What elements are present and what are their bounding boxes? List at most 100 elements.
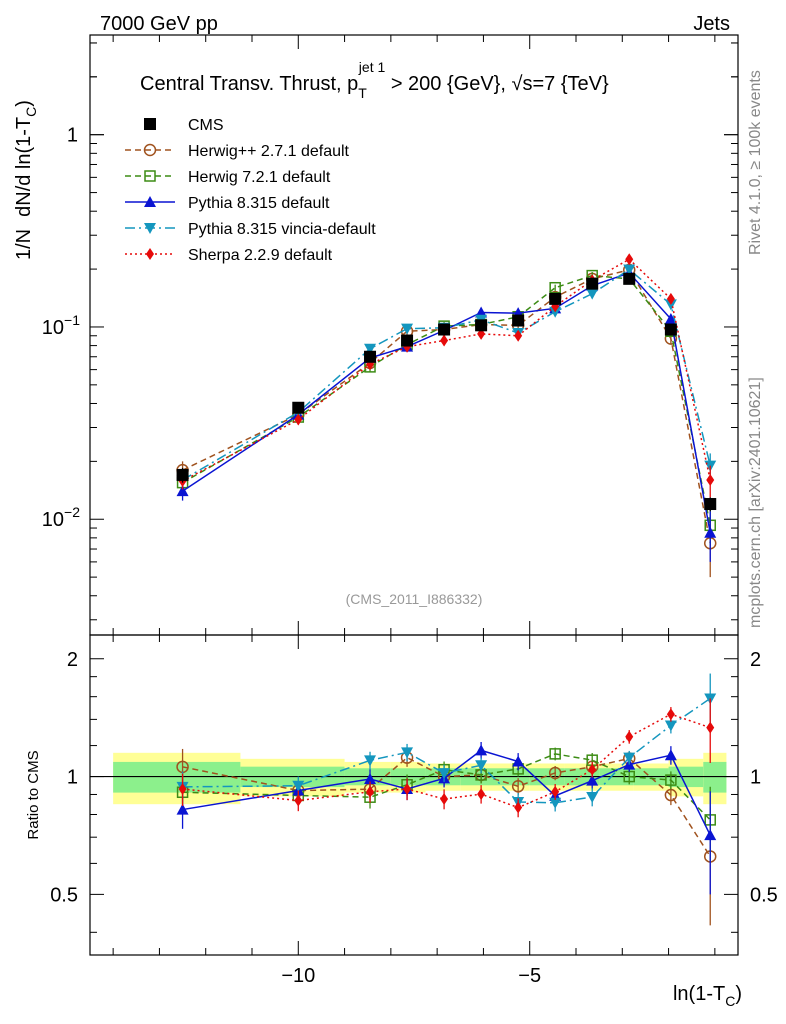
- ratio-line-herwig7: [182, 753, 711, 821]
- data-point: [549, 281, 561, 294]
- cms-data-point: [512, 314, 525, 327]
- series-line-pythia: [182, 272, 711, 533]
- plot-title-rest: > 200 {GeV}, √s=7 {TeV}: [385, 73, 609, 95]
- cms-data-point: [664, 323, 677, 336]
- ratio-tick-label-right: 0.5: [750, 884, 778, 906]
- ratio-point: [292, 780, 305, 792]
- data-point: [666, 292, 675, 305]
- ratio-point: [178, 783, 187, 796]
- y-axis-label-sub: C: [23, 107, 39, 117]
- series-herwigpp: [176, 263, 717, 578]
- legend-marker: [144, 223, 156, 234]
- ratio-tick-label-left: 2: [67, 649, 78, 671]
- legend-label: Herwig++ 2.7.1 default: [188, 143, 350, 160]
- mcplots-url-text: mcplots.cern.ch [arXiv:2401.10621]: [747, 377, 764, 628]
- y-axis-label-norm: 1/N: [13, 229, 35, 260]
- cms-data-point: [401, 334, 414, 347]
- y-tick-label: 10−1: [42, 312, 80, 339]
- cms-data-point: [364, 350, 377, 363]
- ratio-point: [364, 773, 377, 785]
- ratio-line-sherpa: [182, 713, 711, 809]
- ratio-point: [176, 803, 189, 815]
- ratio-point: [294, 794, 303, 807]
- ratio-point: [548, 766, 562, 780]
- cms-data-point: [549, 292, 562, 305]
- plot-title-sup: jet 1: [358, 59, 386, 75]
- y-tick-base: 10: [42, 509, 64, 531]
- ratio-point: [551, 785, 560, 798]
- ratio-tick-label-left: 0.5: [50, 884, 78, 906]
- plot-title: Central Transv. Thrust, pTjet 1 > 200 {G…: [140, 59, 609, 101]
- data-point: [364, 343, 377, 355]
- ratio-plot-frame: [89, 634, 739, 956]
- ratio-point: [475, 744, 488, 756]
- analysis-id-label: (CMS_2011_I886332): [346, 591, 483, 607]
- ratio-point: [704, 829, 717, 841]
- legend-marker: [146, 248, 154, 260]
- series-CMS: [176, 272, 717, 512]
- data-point: [623, 264, 636, 276]
- rivet-version-text: Rivet 4.1.0, ≥ 100k events: [747, 70, 764, 255]
- ratio-tick-label-left: 1: [67, 767, 78, 789]
- legend-marker: [144, 170, 156, 182]
- ratio-point: [586, 791, 599, 803]
- ratio-point: [477, 788, 486, 801]
- ratio-series-layer: [176, 673, 717, 926]
- cms-data-point: [704, 498, 717, 511]
- legend-label: CMS: [188, 117, 224, 134]
- ratio-point: [440, 793, 449, 806]
- y-tick-label: 1: [67, 125, 78, 147]
- legend-marker: [143, 143, 157, 157]
- plot-title-main: Central Transv. Thrust, p: [140, 73, 358, 95]
- data-point: [294, 413, 303, 426]
- cms-data-point: [586, 277, 599, 290]
- ratio-point: [706, 721, 715, 734]
- legend-marker: [144, 118, 156, 130]
- y-tick-exponent: −2: [64, 504, 80, 520]
- legend-item-pythia: Pythia 8.315 default: [125, 195, 330, 212]
- y-axis-label-close: ): [13, 100, 35, 107]
- data-point: [625, 253, 634, 266]
- ratio-tick-label-right: 2: [750, 649, 761, 671]
- ratio-point: [512, 755, 525, 767]
- series-layer: [176, 253, 717, 578]
- x-axis-label-sub: C: [725, 993, 735, 1009]
- series-vincia: [176, 264, 717, 489]
- ratio-tick-label-right: 1: [750, 767, 761, 789]
- ratio-point: [475, 760, 488, 772]
- legend-item-sherpa: Sherpa 2.2.9 default: [125, 247, 333, 264]
- data-point: [704, 526, 717, 538]
- x-axis-label-close: ): [735, 983, 742, 1005]
- x-axis-label-main: ln(1-T: [673, 983, 725, 1005]
- cms-data-point: [475, 319, 488, 332]
- x-tick-label: −10: [281, 965, 315, 987]
- cms-data-point: [176, 468, 189, 481]
- legend-label: Pythia 8.315 vincia-default: [188, 221, 376, 238]
- ratio-point: [514, 801, 523, 814]
- cms-data-point: [623, 272, 636, 285]
- ratio-point: [665, 774, 677, 786]
- ratio-point: [664, 720, 677, 732]
- legend-marker: [144, 196, 156, 207]
- legend: CMS Herwig++ 2.7.1 default Herwig 7.2.1 de…: [125, 117, 376, 264]
- ratio-axis-label: Ratio to CMS: [25, 750, 42, 839]
- ratio-point: [364, 755, 377, 767]
- data-point: [706, 473, 715, 486]
- cms-data-point: [438, 323, 451, 336]
- ratio-band-inner: [703, 761, 727, 793]
- series-line-herwigpp: [182, 269, 711, 544]
- ratio-point: [511, 780, 525, 793]
- ratio-line-pythia: [182, 749, 711, 836]
- y-tick-exponent: −1: [64, 312, 80, 328]
- series-line-vincia: [182, 268, 711, 481]
- legend-label: Herwig 7.2.1 default: [188, 169, 331, 186]
- ratio-point: [664, 749, 677, 761]
- ratio-point: [403, 783, 412, 796]
- x-tick-label: −5: [518, 965, 541, 987]
- ratio-series-sherpa: [178, 698, 715, 818]
- y-axis-label-deriv: dN/d ln(1-T: [13, 117, 35, 217]
- data-point: [176, 485, 189, 497]
- axis-ticks: −10 −5 1 10−1 10−2 2 2 1 1 0.5 0.5: [42, 35, 778, 987]
- series-line-sherpa: [182, 258, 711, 482]
- data-point: [401, 323, 414, 335]
